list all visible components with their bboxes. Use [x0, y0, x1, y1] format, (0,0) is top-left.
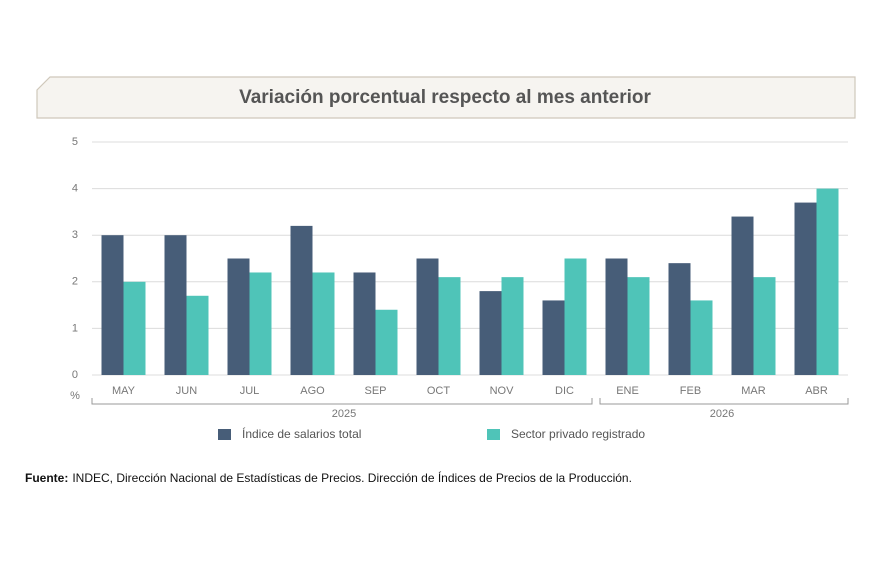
bar	[227, 258, 250, 375]
bar	[794, 202, 817, 375]
bar	[123, 281, 146, 375]
y-tick-label: 5	[72, 136, 78, 148]
y-tick-label: 0	[72, 369, 78, 381]
legend-swatch	[487, 429, 500, 440]
source: Fuente: INDEC, Dirección Nacional de Esta…	[25, 470, 632, 485]
x-tick-label: JUL	[240, 385, 260, 397]
y-tick-label: 4	[72, 183, 78, 195]
x-tick-label: DIC	[555, 385, 574, 397]
group-label: 2025	[332, 408, 356, 420]
chart-title: Variación porcentual respecto al mes ant…	[239, 87, 651, 108]
legend-label: Índice de salarios total	[242, 426, 361, 441]
legend-label: Sector privado registrado	[511, 427, 645, 441]
bar	[438, 277, 461, 375]
bar	[816, 188, 839, 375]
bar	[312, 272, 335, 375]
x-tick-label: AGO	[300, 385, 325, 397]
bar	[731, 216, 754, 375]
y-tick-label: 1	[72, 322, 78, 334]
bar	[605, 258, 628, 375]
y-tick-label: 2	[72, 276, 78, 288]
x-tick-label: OCT	[427, 385, 451, 397]
y-axis-label: %	[70, 390, 80, 402]
bar	[186, 295, 209, 375]
bar	[375, 309, 398, 375]
bar	[290, 225, 313, 375]
y-tick-label: 3	[72, 229, 78, 241]
bar	[353, 272, 376, 375]
bar	[479, 291, 502, 375]
x-tick-label: SEP	[364, 385, 386, 397]
bar	[690, 300, 713, 375]
bar	[753, 277, 776, 375]
x-tick-label: MAY	[112, 385, 136, 397]
bar	[564, 258, 587, 375]
source-label: Fuente:	[25, 471, 68, 485]
source-text: INDEC, Dirección Nacional de Estadística…	[72, 470, 632, 485]
x-tick-label: JUN	[176, 385, 197, 397]
bar	[627, 277, 650, 375]
bar	[101, 235, 124, 375]
bar	[501, 277, 524, 375]
x-tick-label: ABR	[805, 385, 828, 397]
x-tick-label: NOV	[490, 385, 515, 397]
bar	[416, 258, 439, 375]
bar	[249, 272, 272, 375]
x-tick-label: ENE	[616, 385, 639, 397]
title-banner	[36, 76, 856, 119]
bar	[164, 235, 187, 375]
group-label: 2026	[710, 408, 734, 420]
group-bracket	[599, 398, 849, 405]
legend-swatch	[218, 429, 231, 440]
bar	[668, 263, 691, 375]
group-bracket	[91, 398, 593, 405]
x-tick-label: FEB	[680, 385, 701, 397]
bar	[542, 300, 565, 375]
x-tick-label: MAR	[741, 385, 766, 397]
